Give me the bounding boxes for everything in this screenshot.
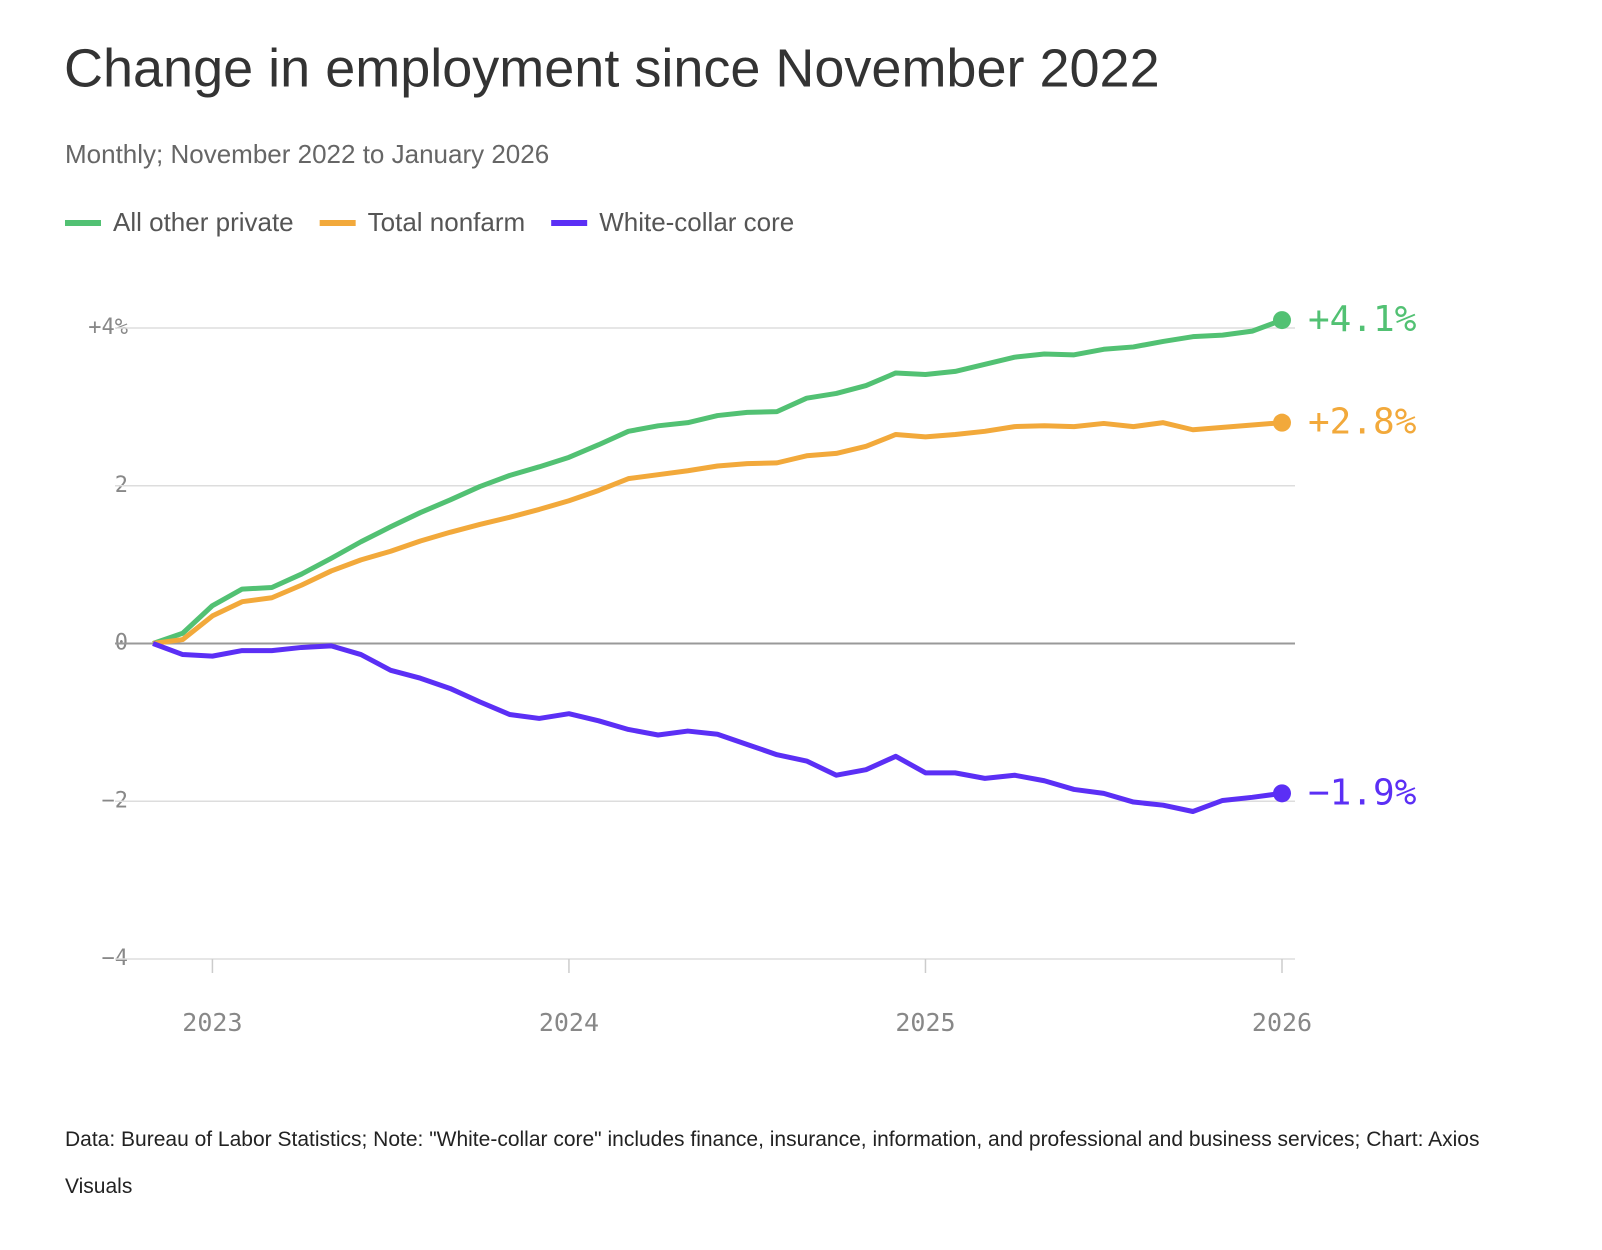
end-point: [1273, 311, 1291, 330]
end-point: [1273, 413, 1291, 432]
chart: Change in employment since November 2022…: [64, 38, 1417, 1037]
end-label: +2.8%: [1308, 402, 1417, 443]
end-label: +4.1%: [1308, 299, 1417, 340]
x-tick-label: 2024: [539, 1008, 599, 1037]
chart-subtitle: Monthly; November 2022 to January 2026: [65, 139, 549, 169]
x-tick-label: 2026: [1252, 1008, 1312, 1037]
x-tick-label: 2025: [895, 1008, 955, 1037]
chart-title: Change in employment since November 2022: [64, 38, 1160, 98]
series-line: [152, 317, 1283, 646]
legend-label: White-collar core: [599, 207, 794, 237]
legend-label: All other private: [113, 207, 294, 237]
series-line: [152, 641, 1283, 815]
series-line: [152, 420, 1283, 646]
legend-label: Total nonfarm: [368, 207, 526, 237]
end-point: [1273, 784, 1291, 803]
chart-note: Data: Bureau of Labor Statistics; Note: …: [65, 1128, 1480, 1198]
x-tick-label: 2023: [182, 1008, 242, 1037]
end-label: −1.9%: [1308, 772, 1417, 813]
